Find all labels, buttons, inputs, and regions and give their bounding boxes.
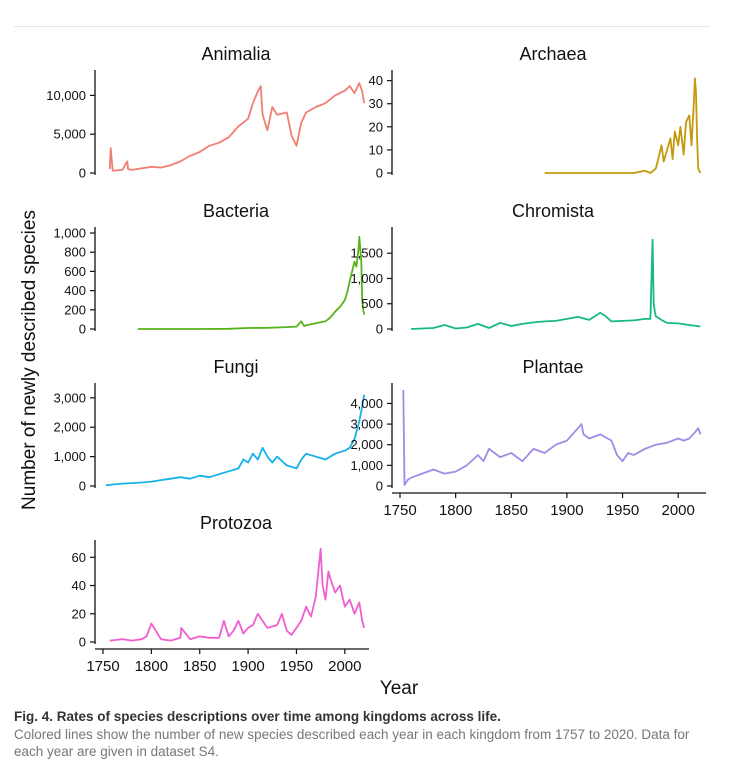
panel-protozoa: Protozoa 0 20 40 60 1750 1800 1850 1900 1950 2000 [72, 513, 369, 675]
panel-title: Fungi [213, 357, 258, 377]
y-tick-label: 10,000 [46, 88, 86, 103]
panel-title: Chromista [512, 201, 595, 221]
x-tick-label: 2000 [328, 658, 361, 675]
y-tick-label: 3,000 [350, 417, 383, 432]
series-line-bacteria [137, 235, 366, 330]
y-tick-label: 1,500 [350, 246, 383, 261]
y-tick-label: 1,000 [350, 458, 383, 473]
y-tick-label: 1,000 [350, 271, 383, 286]
y-tick-label: 3,000 [53, 390, 86, 405]
caption-text: Colored lines show the number of new spe… [14, 726, 690, 760]
x-tick-label: 2000 [661, 502, 694, 519]
panel-title: Archaea [519, 44, 587, 64]
y-tick-label: 0 [376, 479, 383, 494]
panel-title: Protozoa [200, 513, 273, 533]
y-tick-label: 0 [79, 635, 86, 650]
figure-top-rule [14, 26, 710, 27]
y-tick-label: 0 [79, 166, 86, 181]
series-line-archaea [544, 77, 702, 174]
figure-caption: Fig. 4. Rates of species descriptions ov… [14, 708, 714, 761]
series-line-plantae [402, 389, 702, 486]
x-tick-label: 1850 [183, 658, 216, 675]
y-tick-label: 20 [72, 606, 86, 621]
caption-title: Fig. 4. Rates of species descriptions ov… [14, 709, 501, 724]
y-tick-label: 60 [72, 550, 86, 565]
x-tick-label: 1850 [495, 502, 528, 519]
y-tick-label: 2,000 [350, 437, 383, 452]
y-tick-label: 20 [369, 119, 383, 134]
x-tick-label: 1900 [231, 658, 264, 675]
y-tick-label: 400 [64, 283, 86, 298]
x-tick-label: 1950 [606, 502, 639, 519]
y-tick-label: 1,000 [53, 449, 86, 464]
y-tick-label: 40 [369, 73, 383, 88]
y-tick-label: 600 [64, 264, 86, 279]
panel-title: Bacteria [203, 201, 270, 221]
y-tick-label: 0 [79, 322, 86, 337]
y-tick-label: 0 [79, 479, 86, 494]
y-tick-label: 4,000 [350, 396, 383, 411]
y-tick-label: 10 [369, 142, 383, 157]
y-tick-label: 1,000 [53, 226, 86, 241]
panel-title: Animalia [201, 44, 271, 64]
y-tick-label: 200 [64, 302, 86, 317]
x-tick-label: 1800 [439, 502, 472, 519]
series-line-protozoa [109, 547, 366, 642]
y-tick-label: 800 [64, 245, 86, 260]
y-tick-label: 5,000 [53, 127, 86, 142]
panel-fungi: Fungi 0 1,000 2,000 3,000 [53, 357, 366, 494]
y-axis-title: Number of newly described species [19, 210, 40, 510]
panel-chromista: Chromista 0 500 1,000 1,500 [350, 201, 701, 337]
x-tick-label: 1750 [383, 502, 416, 519]
y-tick-label: 500 [361, 296, 383, 311]
y-tick-label: 0 [376, 322, 383, 337]
panel-archaea: Archaea 0 10 20 30 40 [369, 44, 702, 181]
series-line-chromista [411, 238, 701, 330]
series-line-fungi [105, 394, 366, 487]
y-tick-label: 2,000 [53, 420, 86, 435]
y-tick-label: 30 [369, 96, 383, 111]
x-tick-label: 1800 [135, 658, 168, 675]
x-tick-label: 1900 [550, 502, 583, 519]
panel-animalia: Animalia 0 5,000 10,000 [46, 44, 366, 181]
species-description-chart: Animalia 0 5,000 10,000 Archaea 0 10 20 30 40 Bact… [19, 44, 706, 699]
panel-bacteria: Bacteria 0 200 400 600 800 1,000 [53, 201, 366, 337]
series-line-animalia [108, 82, 366, 172]
x-tick-label: 1750 [86, 658, 119, 675]
panel-title: Plantae [522, 357, 583, 377]
x-tick-label: 1950 [280, 658, 313, 675]
panel-plantae: Plantae 0 1,000 2,000 3,000 4,000 1750 1800 1850… [350, 357, 706, 519]
y-tick-label: 0 [376, 166, 383, 181]
y-tick-label: 40 [72, 578, 86, 593]
x-axis-title: Year [380, 678, 419, 699]
